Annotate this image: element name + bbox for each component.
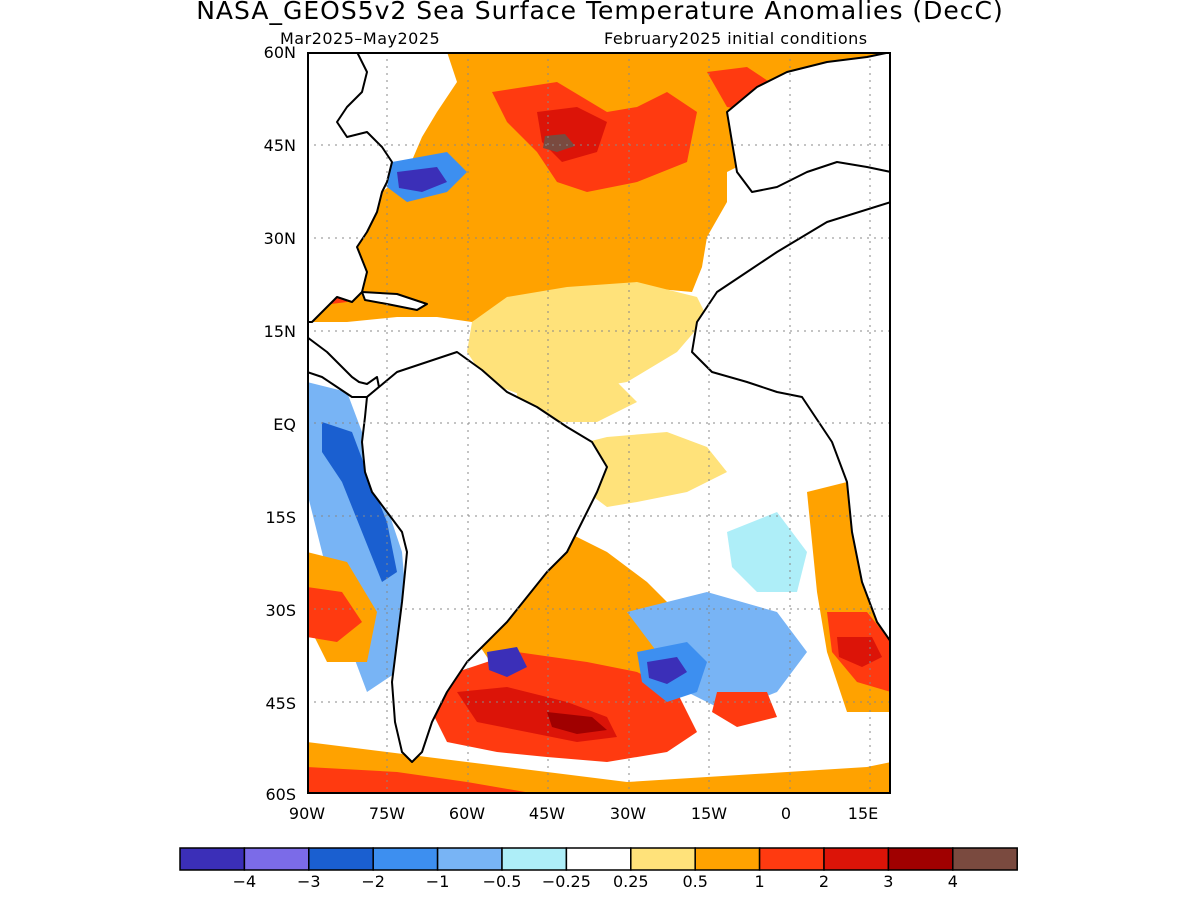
colorbar-label: 0.25	[612, 872, 649, 891]
colorbar-label: 3	[883, 872, 894, 891]
colorbar-label: −0.25	[541, 872, 591, 891]
colorbar-label: −3	[297, 872, 321, 891]
sst-anomaly-map	[307, 52, 891, 794]
colorbar-swatch	[308, 847, 374, 871]
colorbar-label: −2	[361, 872, 385, 891]
colorbar-swatch	[372, 847, 439, 871]
anomaly-pacific-hot	[307, 587, 362, 642]
lon-tick-0: 0	[780, 804, 792, 823]
colorbar-label: 2	[818, 872, 830, 891]
lat-tick-45n: 45N	[263, 136, 296, 155]
lat-tick-30n: 30N	[263, 229, 296, 248]
initial-conditions: February2025 initial conditions	[604, 29, 868, 48]
lon-tick-15w: 15W	[690, 804, 728, 823]
colorbar-swatch	[179, 847, 246, 871]
land-europe	[726, 52, 891, 193]
anomaly-southeast-cold	[727, 512, 807, 592]
lat-tick-60n: 60N	[263, 43, 296, 62]
anomaly-south-shelf-hot	[307, 767, 537, 794]
land-caribbean	[361, 291, 428, 311]
land-masses	[307, 52, 891, 763]
colorbar-label: −0.5	[482, 872, 522, 891]
colorbar-swatch	[758, 847, 825, 871]
lon-tick-45w: 45W	[528, 804, 566, 823]
anomaly-southeast-warm	[712, 692, 777, 727]
anomaly-falklands-cold	[487, 647, 527, 677]
colorbar-label: 1	[754, 872, 765, 891]
anomaly-pacific-colder	[322, 422, 397, 582]
colorbar	[179, 847, 1018, 871]
lat-tick-eq: EQ	[273, 415, 296, 434]
lon-tick-15e: 15E	[847, 804, 879, 823]
anomaly-eq-yellow-2	[517, 372, 637, 422]
colorbar-label: −4	[232, 872, 257, 891]
colorbar-swatch	[243, 847, 310, 871]
colorbar-label: −1	[425, 872, 450, 891]
land-central-america	[307, 336, 380, 398]
lat-tick-45s: 45S	[265, 694, 296, 713]
lon-tick-90w: 90W	[288, 804, 326, 823]
colorbar-swatch	[630, 847, 696, 871]
colorbar-swatch	[436, 847, 503, 871]
figure-title: NASA_GEOS5v2 Sea Surface Temperature Ano…	[196, 0, 1004, 25]
land-africa	[691, 201, 891, 643]
anomaly-benguela-veryhot	[837, 637, 882, 667]
colorbar-label: 0.5	[682, 872, 708, 891]
lon-tick-75w: 75W	[368, 804, 406, 823]
lon-tick-60w: 60W	[448, 804, 486, 823]
colorbar-swatch	[887, 847, 954, 871]
anomaly-field	[307, 52, 891, 794]
land-north-america	[307, 52, 393, 323]
lat-tick-30s: 30S	[265, 601, 296, 620]
anomaly-south-atlantic-extreme	[547, 712, 607, 734]
lon-tick-30w: 30W	[609, 804, 647, 823]
anomaly-nw-extreme	[543, 134, 575, 152]
colorbar-swatch	[823, 847, 890, 871]
lat-tick-15s: 15S	[265, 508, 296, 527]
forecast-period: Mar2025–May2025	[280, 29, 441, 48]
land-south-america	[361, 351, 608, 763]
map-frame	[307, 52, 891, 794]
anomaly-north-atlantic-inner	[467, 282, 707, 397]
colorbar-label: 4	[947, 872, 958, 891]
lat-tick-15n: 15N	[263, 322, 296, 341]
colorbar-swatch	[501, 847, 568, 871]
colorbar-swatch	[565, 847, 632, 871]
anomaly-mid-sa-coldest	[647, 657, 687, 684]
grid-lines	[307, 52, 891, 794]
colorbar-swatch	[694, 847, 761, 871]
colorbar-swatch	[952, 847, 1018, 871]
anomaly-mid-sa-cold	[627, 592, 807, 712]
lat-tick-60s: 60S	[265, 785, 296, 804]
anomaly-gulfstream-colder	[397, 167, 447, 192]
